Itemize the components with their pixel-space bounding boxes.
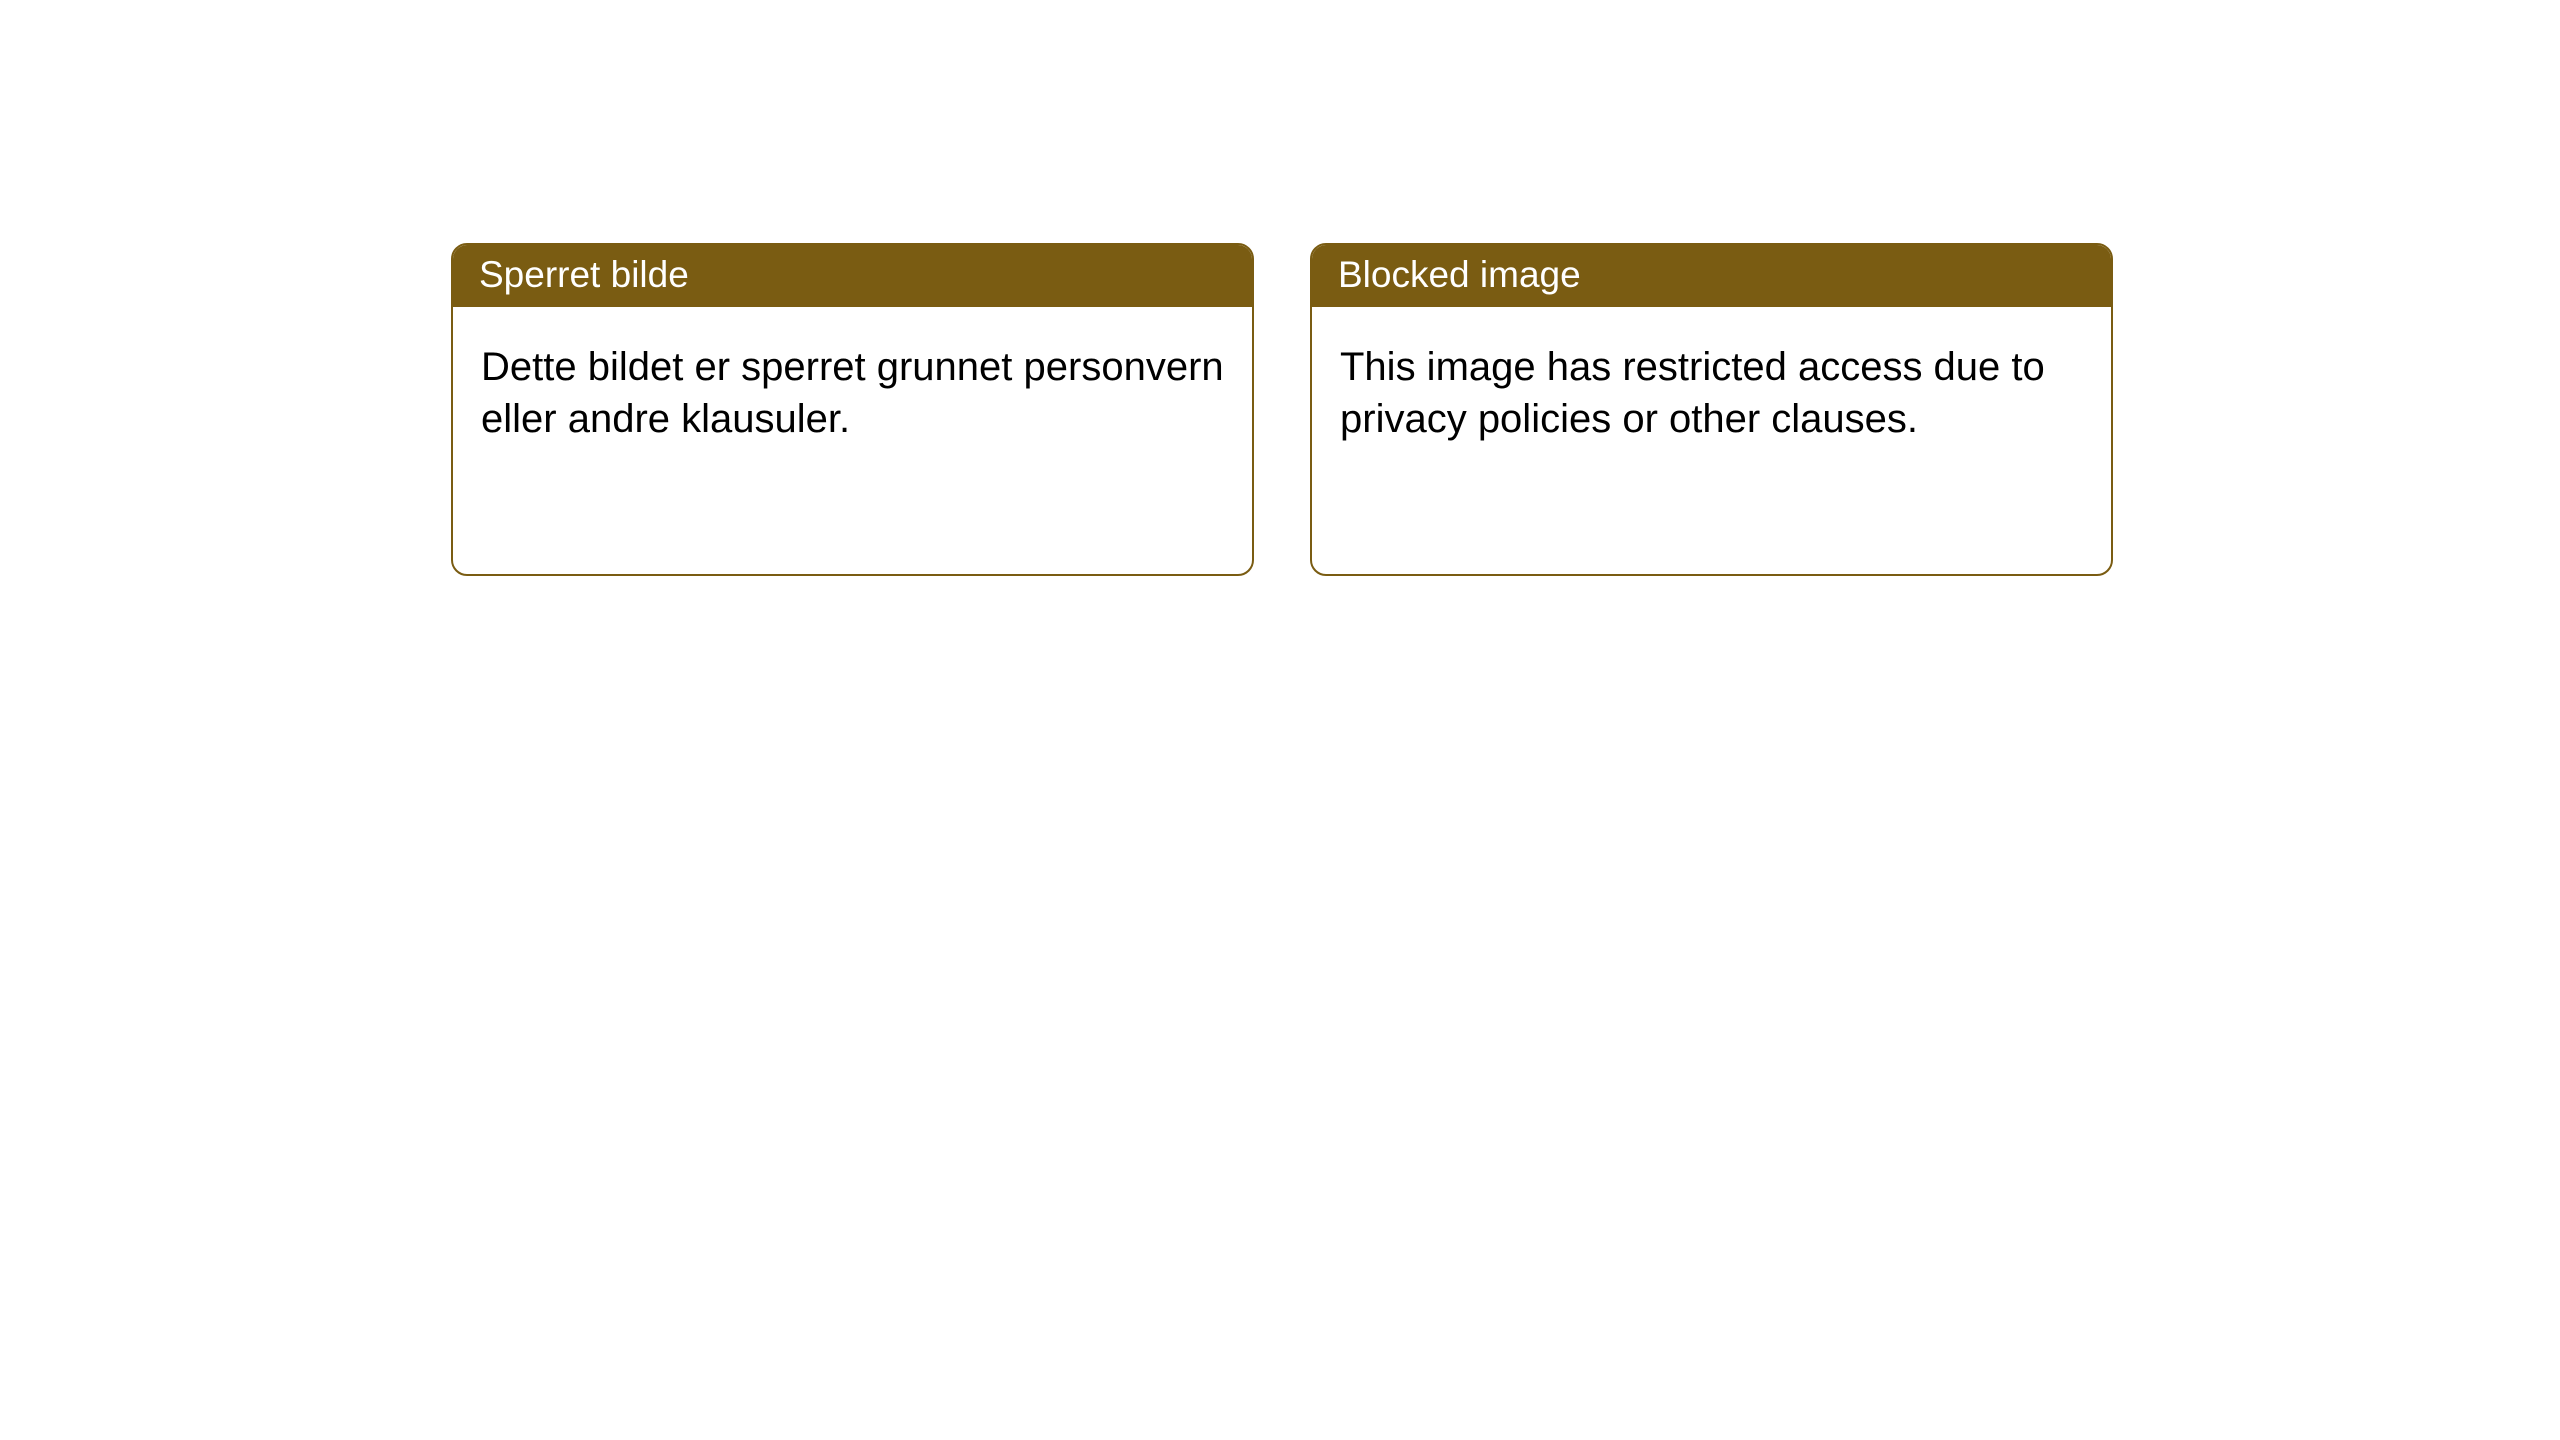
card-body-text: Dette bildet er sperret grunnet personve… xyxy=(453,307,1252,479)
blocked-image-card-no: Sperret bilde Dette bildet er sperret gr… xyxy=(451,243,1254,576)
card-title: Blocked image xyxy=(1312,245,2111,307)
notice-cards-container: Sperret bilde Dette bildet er sperret gr… xyxy=(451,243,2113,576)
card-body-text: This image has restricted access due to … xyxy=(1312,307,2111,479)
card-title: Sperret bilde xyxy=(453,245,1252,307)
blocked-image-card-en: Blocked image This image has restricted … xyxy=(1310,243,2113,576)
